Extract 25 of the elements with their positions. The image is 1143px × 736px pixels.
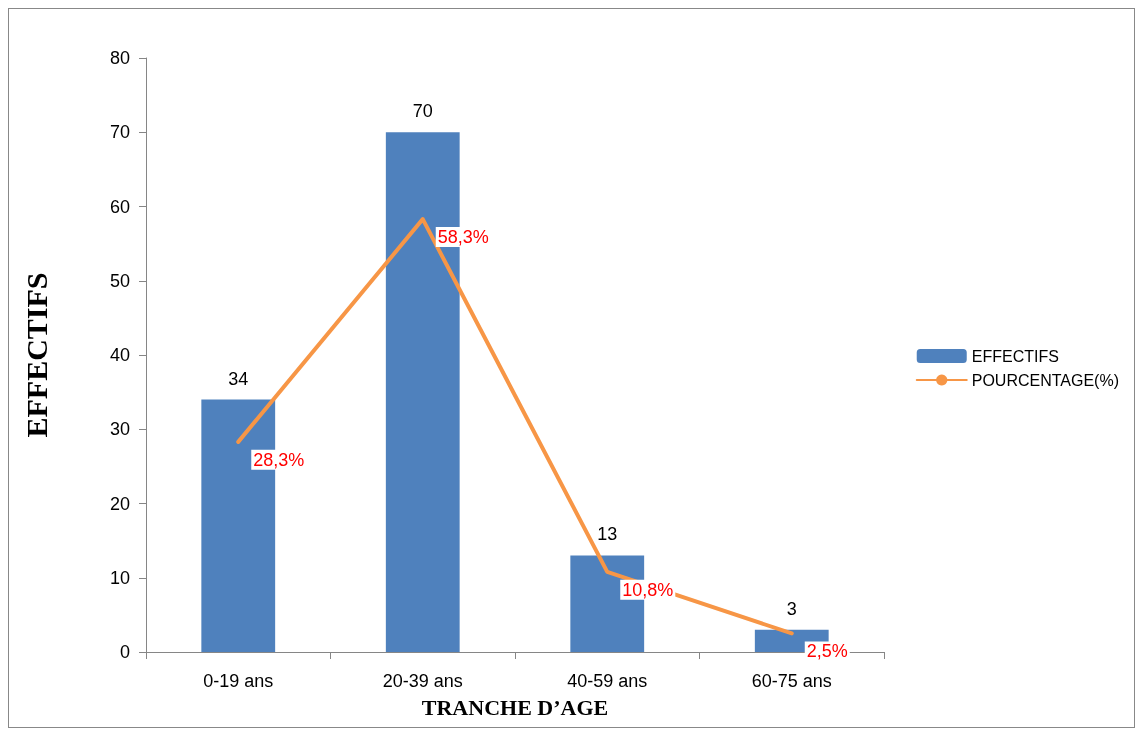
y-tick-label: 30 [109, 419, 130, 440]
y-tick-label: 20 [109, 493, 130, 514]
y-tick-label: 10 [109, 567, 130, 588]
data-label: 28,3% [253, 449, 305, 470]
y-tick-label: 40 [109, 345, 130, 365]
legend-label: EFFECTIFS [971, 347, 1059, 365]
x-tick-label: 20-39 ans [382, 671, 463, 691]
data-label: 3 [786, 598, 797, 619]
y-tick-label: 0 [119, 642, 130, 662]
x-tick-label: 60-75 ans [751, 671, 832, 691]
data-label: 13 [597, 524, 618, 545]
data-label: 34 [228, 368, 249, 389]
data-label: 70 [412, 101, 433, 122]
x-axis-title: TRANCHE D’AGE [421, 694, 609, 720]
y-tick-label: 80 [109, 48, 130, 68]
x-tick-label: 40-59 ans [567, 671, 648, 691]
data-label: 58,3% [437, 227, 489, 248]
x-tick-label: 0-19 ans [203, 671, 274, 691]
data-label: 2,5% [806, 641, 848, 662]
y-tick-label: 70 [109, 122, 130, 143]
legend-label: POURCENTAGE(%) [971, 371, 1119, 389]
y-axis-title: EFFECTIFS [19, 272, 53, 438]
y-tick-label: 60 [109, 196, 130, 217]
y-tick-label: 50 [109, 270, 130, 291]
data-label: 10,8% [622, 579, 674, 600]
